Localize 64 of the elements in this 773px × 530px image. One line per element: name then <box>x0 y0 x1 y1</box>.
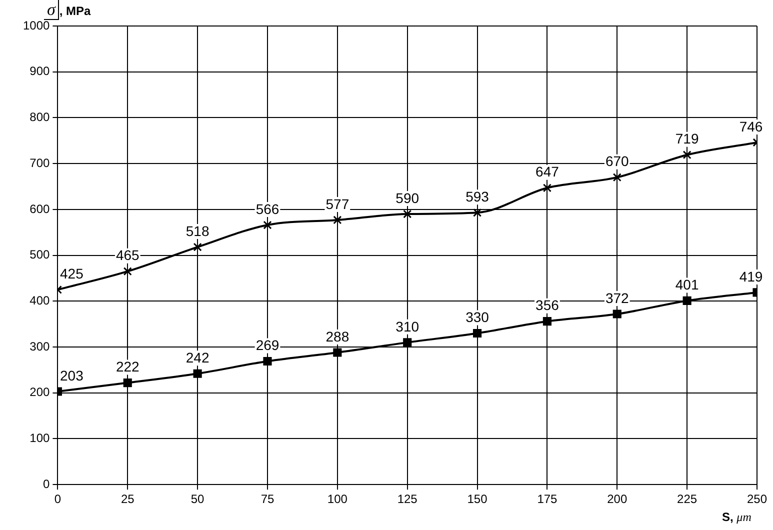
x-tick-label: 150 <box>467 492 488 506</box>
data-label: 577 <box>326 196 350 212</box>
data-label: 356 <box>536 297 560 314</box>
point <box>612 173 622 182</box>
x-axis-title: S, μm <box>722 510 752 525</box>
data-label: 746 <box>739 118 763 134</box>
point <box>333 348 342 357</box>
point <box>682 296 692 305</box>
point <box>403 338 412 347</box>
point <box>472 328 482 338</box>
point <box>123 378 132 388</box>
point <box>123 267 132 276</box>
data-label: 566 <box>256 200 280 217</box>
data-label: 425 <box>60 266 84 282</box>
point <box>193 242 202 252</box>
point <box>263 220 272 230</box>
data-label: 288 <box>326 328 350 344</box>
y-tick-label: 300 <box>30 339 50 354</box>
x-tick-label: 175 <box>537 492 558 506</box>
point <box>612 310 622 318</box>
point <box>542 317 552 326</box>
x-tick-label: 75 <box>260 492 274 506</box>
x-tick-label: 250 <box>746 492 768 506</box>
data-label: 401 <box>675 276 699 293</box>
data-label: 465 <box>116 247 140 264</box>
data-label: 269 <box>256 337 280 354</box>
y-tick-label: 400 <box>30 293 50 308</box>
data-label: 203 <box>60 367 84 384</box>
y-tick-label: 600 <box>30 202 50 216</box>
data-label: 222 <box>116 358 140 375</box>
data-label: 419 <box>739 268 763 284</box>
x-tick-label: 100 <box>327 492 348 506</box>
x-tick-label: 25 <box>120 492 135 506</box>
y-tick-label: 100 <box>30 431 50 446</box>
point <box>263 356 272 366</box>
data-label: 670 <box>605 153 630 170</box>
x-tick-label: 225 <box>677 492 698 506</box>
data-label: 372 <box>605 290 630 306</box>
point <box>682 150 692 160</box>
data-label: 593 <box>466 188 490 205</box>
point <box>472 208 482 217</box>
y-tick-label: 900 <box>30 64 50 78</box>
y-tick-label: 500 <box>30 248 50 262</box>
data-label: 330 <box>466 309 490 326</box>
x-tick-label: 125 <box>397 492 418 506</box>
data-label: 590 <box>396 190 420 206</box>
x-tick-label: 50 <box>190 492 205 506</box>
point <box>333 216 342 224</box>
y-tick-label: 1000 <box>22 18 50 32</box>
x-tick-label: 0 <box>54 492 62 506</box>
point <box>542 184 552 192</box>
data-label: 719 <box>675 130 699 147</box>
point <box>403 210 412 218</box>
data-label: 518 <box>186 222 210 239</box>
data-label: 310 <box>396 318 420 334</box>
data-label: 242 <box>186 349 210 366</box>
y-tick-label: 800 <box>30 110 50 124</box>
x-tick-label: 200 <box>607 492 628 506</box>
y-tick-label: 200 <box>30 385 50 400</box>
data-label: 647 <box>536 164 560 180</box>
y-axis-title: σ, MPa <box>44 0 91 20</box>
y-tick-label: 0 <box>43 476 50 491</box>
y-tick-label: 700 <box>30 156 50 170</box>
point <box>193 369 202 378</box>
